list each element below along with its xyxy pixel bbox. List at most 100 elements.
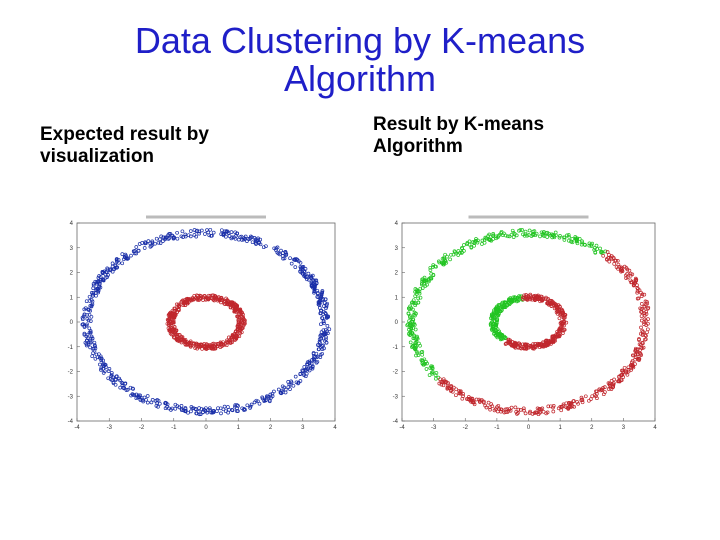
data-point — [309, 274, 314, 279]
data-point — [594, 389, 598, 394]
data-point — [88, 336, 93, 341]
data-point — [599, 387, 604, 392]
data-point — [503, 407, 508, 412]
data-point — [87, 299, 92, 303]
data-point — [164, 401, 169, 406]
data-point — [129, 253, 133, 258]
data-point — [422, 281, 426, 286]
data-point — [507, 341, 512, 346]
data-point — [521, 406, 526, 411]
data-point — [499, 336, 504, 341]
data-point — [198, 412, 203, 417]
data-point — [307, 361, 312, 365]
data-point — [533, 233, 538, 238]
cluster-series-0 — [80, 227, 332, 417]
data-point — [461, 392, 465, 396]
data-point — [642, 292, 647, 297]
y-tick-label: -1 — [68, 345, 74, 351]
data-point — [561, 315, 566, 320]
data-point — [450, 389, 455, 394]
data-point — [183, 234, 188, 239]
data-point — [298, 372, 303, 377]
x-tick-label: -1 — [494, 425, 500, 431]
data-point — [434, 371, 439, 375]
data-point — [99, 368, 103, 372]
data-point — [324, 337, 328, 342]
data-point — [234, 336, 239, 340]
data-point — [286, 380, 291, 384]
data-point — [312, 358, 317, 363]
data-point — [431, 272, 436, 277]
data-point — [238, 329, 242, 334]
data-point — [224, 230, 229, 235]
data-point — [562, 323, 566, 328]
data-point — [293, 258, 298, 262]
data-point — [99, 366, 104, 371]
x-tick-label: 0 — [204, 425, 208, 431]
data-point — [159, 234, 164, 239]
y-tick-label: 3 — [395, 246, 399, 252]
data-point — [320, 351, 324, 356]
data-point — [134, 245, 139, 249]
data-point — [101, 371, 106, 375]
data-point — [220, 298, 224, 302]
data-point — [324, 331, 328, 336]
data-point — [441, 383, 446, 388]
data-point — [183, 342, 188, 347]
data-point — [93, 356, 98, 361]
data-point — [541, 344, 546, 349]
data-point — [277, 252, 282, 257]
data-point — [170, 233, 174, 238]
data-point — [639, 325, 643, 330]
x-tick-label: -2 — [139, 425, 145, 431]
data-point — [406, 306, 411, 311]
data-point — [116, 260, 121, 265]
data-point — [541, 409, 546, 414]
data-point — [557, 304, 562, 309]
data-point — [505, 410, 510, 414]
data-point — [264, 244, 268, 249]
data-point — [454, 387, 459, 392]
data-point — [208, 227, 213, 232]
data-point — [212, 298, 217, 303]
data-point — [566, 233, 571, 237]
data-point — [640, 346, 645, 351]
data-point — [518, 228, 523, 232]
data-point — [641, 341, 645, 346]
data-point — [275, 245, 280, 250]
data-point — [619, 269, 623, 274]
data-point — [420, 286, 425, 290]
data-point — [551, 404, 556, 408]
data-point — [524, 293, 528, 297]
data-point — [185, 342, 190, 347]
data-point — [288, 256, 292, 261]
data-point — [430, 370, 434, 375]
data-point — [107, 367, 112, 371]
data-point — [157, 401, 162, 406]
data-point — [324, 340, 329, 345]
data-point — [569, 401, 573, 405]
data-point — [626, 369, 631, 374]
data-point — [136, 249, 141, 253]
data-point — [310, 364, 315, 369]
data-point — [208, 407, 212, 412]
slide-title: Data Clustering by K-means Algorithm — [60, 22, 660, 98]
data-point — [197, 298, 201, 302]
data-point — [121, 385, 125, 390]
data-point — [499, 409, 503, 414]
data-point — [523, 229, 528, 234]
data-point — [225, 298, 230, 302]
data-point — [495, 318, 499, 323]
y-tick-label: -2 — [393, 370, 399, 376]
data-point — [177, 304, 182, 308]
y-tick-label: -4 — [393, 419, 399, 425]
data-point — [564, 320, 569, 325]
data-point — [326, 331, 330, 336]
expected-scatter-chart: -4 -3 -2 -1 0 1 2 3 4 4 3 2 1 0 -1 -2 -3 -4 — [68, 215, 337, 431]
data-point — [130, 392, 135, 396]
data-point — [594, 394, 598, 399]
data-point — [562, 320, 567, 324]
data-point — [319, 322, 323, 327]
data-point — [527, 228, 532, 233]
data-point — [410, 344, 415, 348]
